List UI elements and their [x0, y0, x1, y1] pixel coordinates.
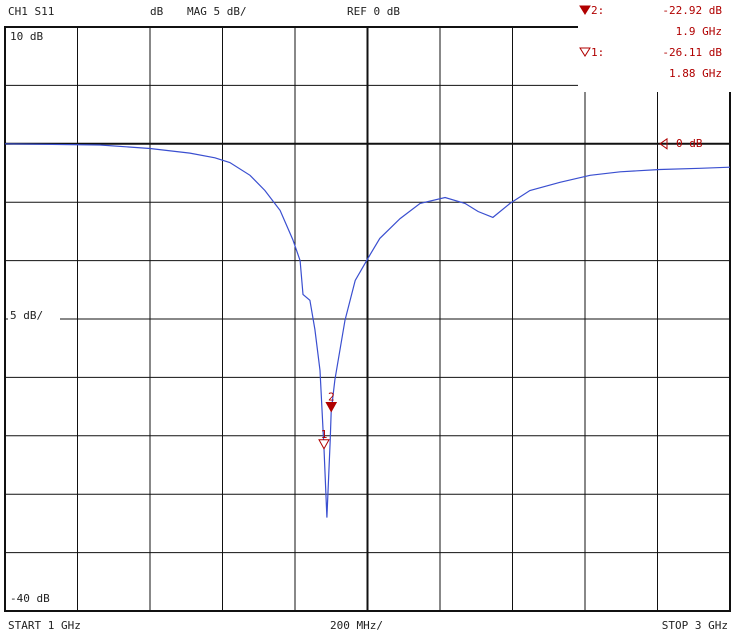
plot-border — [4, 26, 731, 612]
label-bg — [8, 30, 60, 44]
readout-symbol — [579, 5, 591, 15]
marker — [325, 402, 338, 413]
marker — [318, 439, 330, 450]
reference-arrow — [659, 137, 668, 150]
readout-value: -26.11 dB — [662, 46, 722, 59]
format-unit: dB — [150, 5, 164, 18]
scale: MAG 5 dB/ — [187, 5, 247, 18]
reference: REF 0 dB — [347, 5, 400, 18]
readout-frequency: 1.9 GHz — [676, 25, 722, 38]
start: START 1 GHz — [8, 619, 81, 632]
readout-name: 1: — [591, 46, 604, 59]
label-bg — [8, 309, 60, 323]
trace — [4, 143, 731, 518]
readout-name: 2: — [591, 4, 604, 17]
readout-panel — [578, 0, 736, 92]
marker-label: 2 — [328, 391, 335, 404]
readout-symbol — [579, 47, 591, 57]
marker-label: 1 — [321, 428, 328, 441]
scale-label: 5 dB/ — [10, 309, 43, 322]
label-bg — [8, 592, 68, 606]
readout-frequency: 1.88 GHz — [669, 67, 722, 80]
span-per-div: 200 MHz/ — [330, 619, 383, 632]
stop: STOP 3 GHz — [662, 619, 728, 632]
reference-marker-label: 0 dB — [676, 137, 703, 150]
channel: CH1 S11 — [8, 5, 54, 18]
bottom-label: -40 dB — [10, 592, 50, 605]
readout-value: -22.92 dB — [662, 4, 722, 17]
top-label: 10 dB — [10, 30, 43, 43]
